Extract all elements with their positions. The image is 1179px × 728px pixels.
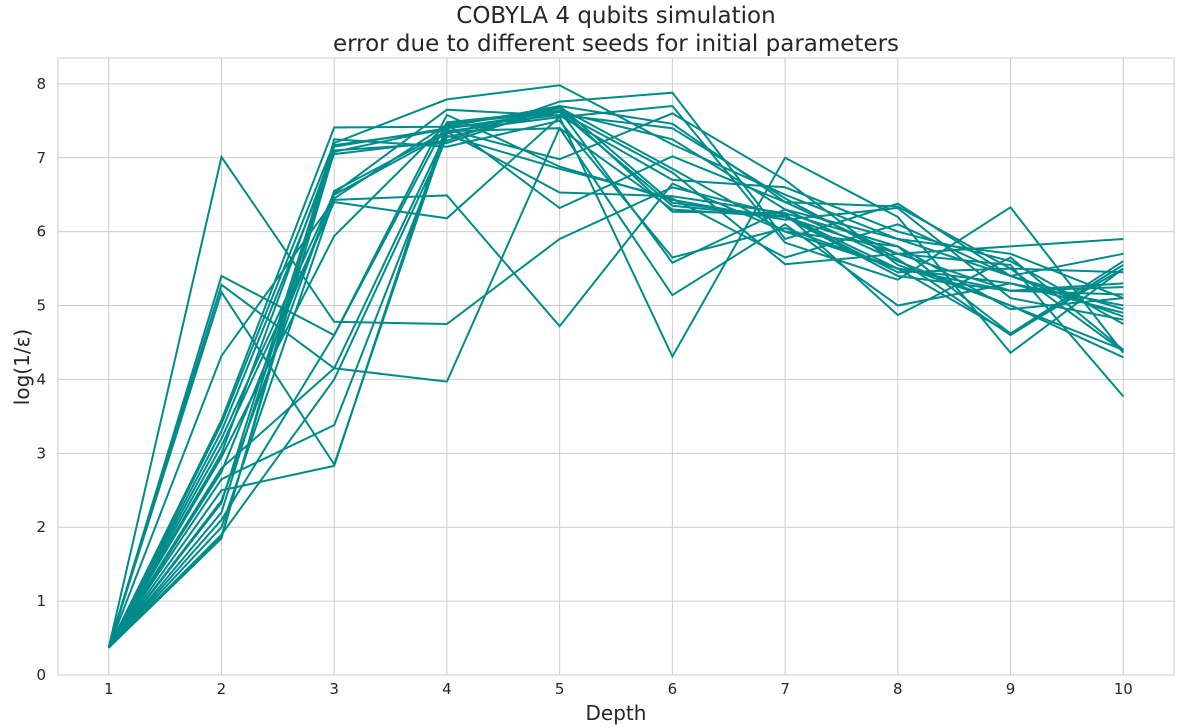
y-tick-label: 3 <box>36 444 46 462</box>
chart-title-line-1: COBYLA 4 qubits simulation <box>456 3 776 29</box>
y-tick-label: 6 <box>36 223 46 241</box>
x-tick-labels: 1 2 3 4 5 6 7 8 9 10 <box>104 680 1133 698</box>
series-line-22 <box>107 113 1124 649</box>
y-tick-label: 8 <box>36 75 46 93</box>
x-tick-label: 8 <box>893 680 903 698</box>
plot-frame <box>57 57 1175 676</box>
y-tick-label: 4 <box>36 370 46 388</box>
series-line-14 <box>107 110 1125 649</box>
series-line-18 <box>107 113 1124 649</box>
x-tick-label: 6 <box>668 680 678 698</box>
series-line-4 <box>107 116 1124 649</box>
x-tick-label: 2 <box>217 680 227 698</box>
chart-title-line-2: error due to different seeds for initial… <box>332 31 900 57</box>
series-line-24 <box>107 110 1124 649</box>
series-line-9 <box>107 108 1124 649</box>
y-tick-label: 1 <box>36 592 46 610</box>
x-tick-label: 9 <box>1006 680 1016 698</box>
x-tick-label: 4 <box>442 680 452 698</box>
y-tick-label: 5 <box>36 297 46 315</box>
y-tick-label: 7 <box>36 149 46 167</box>
grid <box>58 58 1174 676</box>
series-line-5 <box>107 182 1124 649</box>
y-tick-label: 2 <box>36 518 46 536</box>
series-line-23 <box>107 106 1124 649</box>
x-tick-label: 10 <box>1114 680 1133 698</box>
plot-border <box>57 57 1175 676</box>
series-line-21 <box>108 119 1124 649</box>
x-axis-label: Depth <box>586 701 647 725</box>
series-line-20 <box>107 110 1124 649</box>
x-tick-label: 1 <box>104 680 114 698</box>
y-axis-label: log(1/ε) <box>10 329 34 405</box>
y-tick-label: 0 <box>36 666 46 684</box>
series-line-8 <box>107 91 1124 649</box>
x-tick-label: 3 <box>329 680 339 698</box>
x-tick-label: 5 <box>555 680 565 698</box>
x-tick-label: 7 <box>780 680 790 698</box>
series-line-12 <box>107 130 1124 649</box>
series-lines <box>107 84 1125 649</box>
y-tick-labels: 0 1 2 3 4 5 6 7 8 <box>36 75 46 684</box>
